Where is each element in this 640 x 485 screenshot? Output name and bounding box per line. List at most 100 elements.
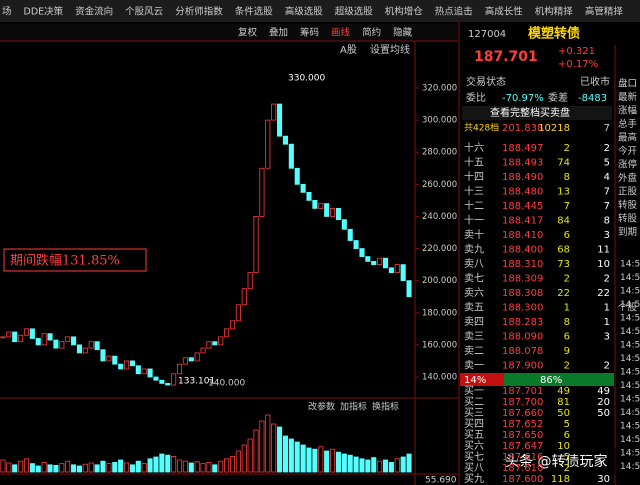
level-label: 买六 — [464, 440, 484, 452]
toolbar — [0, 24, 458, 41]
toolbar-button[interactable]: 隐藏 — [393, 27, 413, 39]
level-delta: 30 — [597, 474, 610, 485]
side-time: 14:5 — [620, 287, 640, 297]
candle — [200, 347, 206, 354]
level-label: 十四 — [464, 170, 484, 183]
candle — [282, 135, 289, 145]
candle — [100, 349, 106, 362]
side-time: 14:5 — [620, 381, 640, 391]
volume-bar — [0, 459, 6, 473]
level-price: 188.283 — [502, 317, 543, 328]
level-price: 187.610 — [502, 463, 543, 474]
level-delta: 2 — [604, 361, 610, 372]
level-price: 188.445 — [502, 201, 543, 212]
menu-item[interactable]: 高管精择 — [585, 6, 624, 18]
sub-button[interactable]: 改参数 — [308, 401, 335, 413]
toolbar-button[interactable]: 简约 — [362, 27, 381, 39]
candle — [147, 368, 153, 378]
sell-balance: 14% — [464, 375, 486, 386]
menu-item[interactable]: 机构增仓 — [385, 6, 424, 18]
level-delta: 7 — [604, 201, 610, 212]
menu-item[interactable]: 个股风云 — [125, 7, 163, 18]
side-label: 涨幅 — [618, 105, 638, 117]
candle — [394, 264, 400, 274]
volume-bar — [318, 446, 324, 473]
level-volume: 68 — [557, 245, 570, 256]
sub-button[interactable]: 换指标 — [372, 401, 399, 413]
side-time: 14:5 — [620, 260, 640, 270]
menu-item[interactable]: DDE决策 — [24, 6, 64, 18]
toolbar-button[interactable]: 筹码 — [300, 27, 319, 39]
candle — [247, 272, 253, 290]
level-delta: 11 — [597, 245, 610, 256]
volume-bar — [324, 450, 330, 473]
volume-bar — [347, 454, 353, 473]
menu-item[interactable]: 场 — [2, 7, 12, 18]
diff-label: 委差 — [548, 91, 568, 104]
y-tick-label: 240.000 — [422, 212, 457, 222]
level-price: 188.090 — [502, 332, 543, 343]
candle — [353, 240, 359, 249]
level-volume: 9 — [564, 346, 570, 357]
level-delta: 1 — [604, 317, 610, 328]
level-delta: 4 — [604, 172, 610, 183]
menu-item[interactable]: 高成长性 — [485, 6, 524, 18]
menu-item[interactable]: 条件选股 — [235, 6, 274, 18]
candle — [382, 257, 389, 269]
candle — [335, 208, 341, 221]
level-label: 卖九 — [464, 244, 484, 256]
candle — [94, 341, 100, 351]
volume-bar — [365, 459, 371, 473]
level-label: 卖十 — [464, 228, 484, 241]
volume-bar — [371, 457, 377, 473]
candle — [229, 320, 236, 330]
level-volume: 7 — [564, 201, 570, 212]
candle — [47, 333, 53, 341]
side-label: 正股 — [618, 187, 638, 198]
toolbar-button[interactable]: 画线 — [331, 27, 351, 39]
level-volume: 118 — [551, 474, 570, 485]
toolbar-button[interactable]: 复权 — [238, 27, 258, 39]
volume-bar — [129, 464, 135, 473]
ratio: -70.97% — [502, 93, 544, 104]
candle — [288, 143, 294, 169]
menu-item[interactable]: 资金流向 — [75, 6, 113, 18]
menu-item[interactable]: 高级选股 — [285, 6, 324, 18]
side-time: 14:5 — [620, 300, 640, 310]
candle — [212, 341, 218, 346]
level-label: 卖三 — [464, 331, 484, 343]
watermark: 头条 @转债玩家 — [505, 453, 607, 470]
full-book[interactable]: 查看完整档买卖盘 — [490, 106, 570, 119]
level-price: 187.652 — [502, 419, 543, 430]
candle — [65, 336, 71, 343]
volume-bar — [6, 462, 12, 473]
side-label: 最高 — [618, 132, 637, 144]
state-label: 交易状态 — [466, 75, 506, 88]
level-delta: 3 — [604, 230, 610, 241]
candle — [41, 333, 47, 346]
y-tick-label: 200.000 — [422, 276, 457, 286]
change: +0.321 — [558, 46, 595, 57]
menu-item[interactable]: 热点追击 — [435, 6, 473, 18]
volume-bar — [76, 465, 82, 473]
watermark-bg — [498, 448, 628, 476]
ma-setting[interactable]: 设置均线 — [370, 43, 410, 56]
y-tick-label: 300.000 — [422, 116, 457, 126]
sub-button[interactable]: 加指标 — [340, 401, 367, 413]
volume-bar — [406, 453, 412, 473]
volume-bar — [277, 426, 283, 473]
candle — [218, 336, 224, 346]
menu-item[interactable]: 机构精择 — [535, 6, 574, 18]
menu-item[interactable]: 分析师指数 — [175, 6, 223, 18]
volume-bar — [206, 461, 212, 473]
volume-bar — [229, 455, 236, 473]
menu-item[interactable]: 超级选股 — [335, 6, 374, 18]
candle — [53, 339, 59, 349]
candle — [6, 331, 12, 338]
volume-bar — [141, 463, 147, 473]
toolbar-button[interactable]: 叠加 — [269, 28, 288, 39]
volume-bar — [176, 459, 183, 473]
volume-bar — [118, 459, 124, 473]
volume-bar — [165, 454, 171, 473]
